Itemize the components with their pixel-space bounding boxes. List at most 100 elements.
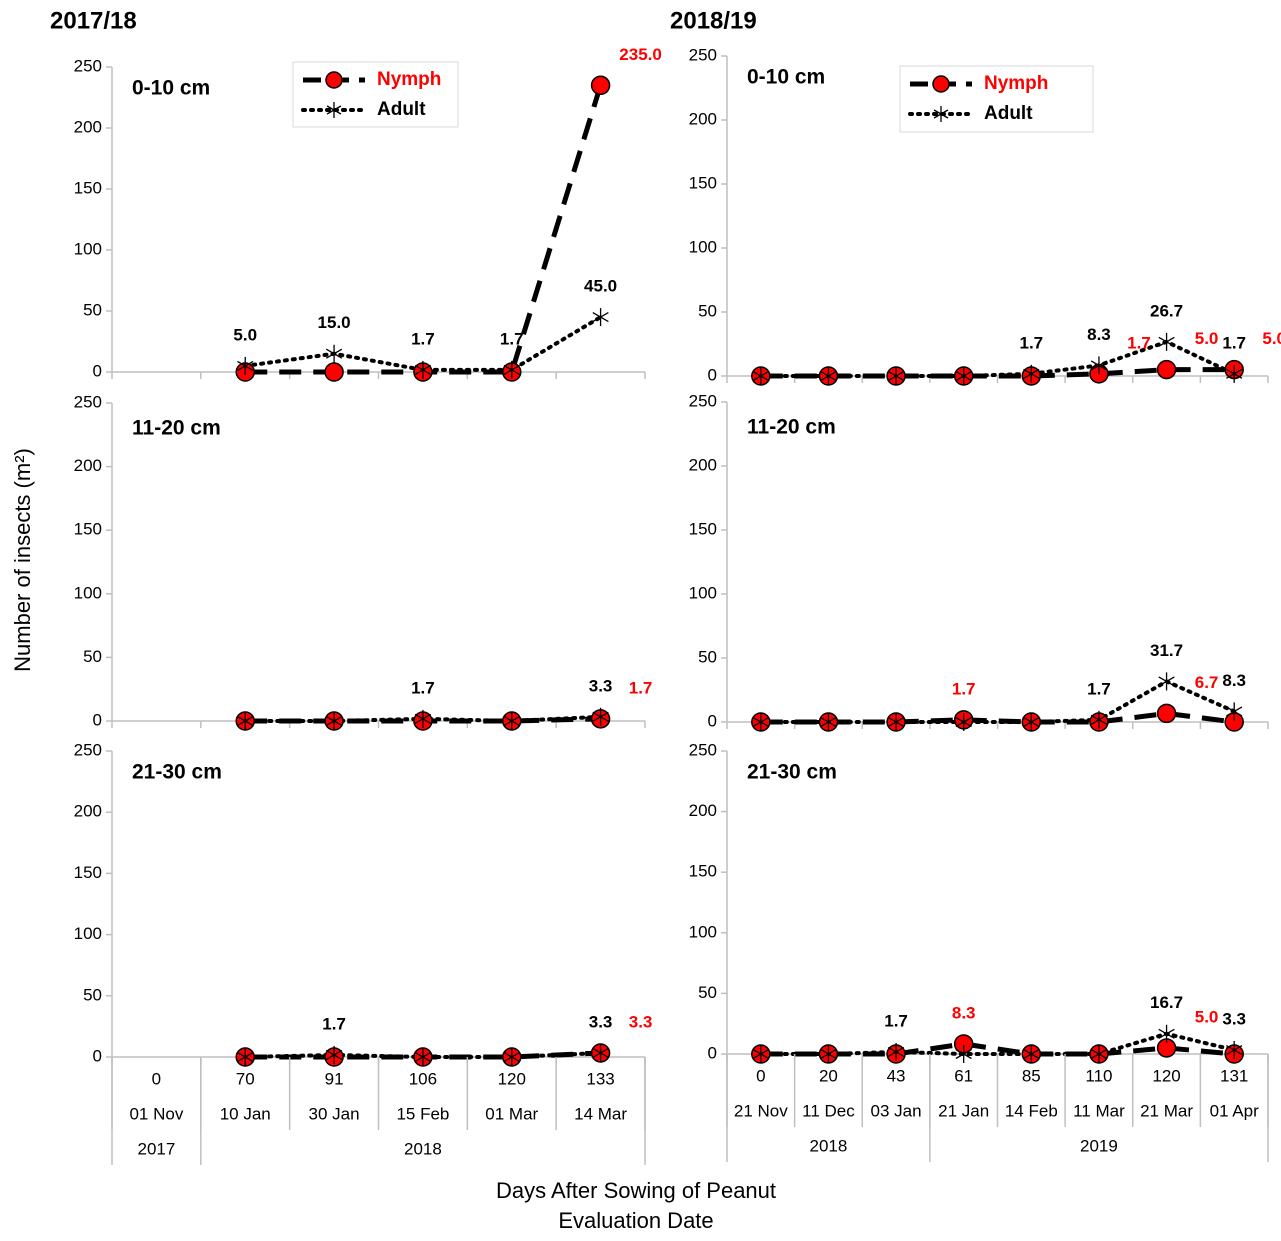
y-tick-label: 200	[689, 455, 717, 474]
y-tick-label: 150	[74, 178, 102, 197]
value-label: 1.7	[1019, 333, 1043, 352]
x-tick-label: 110	[1085, 1066, 1112, 1085]
value-label: 1.7	[411, 329, 435, 348]
legend-label: Adult	[377, 99, 426, 120]
marker	[955, 1045, 972, 1063]
date-label: 03 Jan	[871, 1101, 922, 1120]
value-label: 16.7	[1150, 993, 1183, 1012]
date-label: 21 Nov	[734, 1101, 788, 1120]
marker	[955, 367, 972, 385]
x-tick-label: 61	[954, 1066, 973, 1085]
value-label: 3.3	[629, 1012, 653, 1031]
marker	[1156, 703, 1177, 724]
y-tick-label: 250	[74, 392, 102, 411]
year-label: 2018	[810, 1136, 848, 1155]
marker	[1090, 1045, 1108, 1063]
value-label: 8.3	[1222, 671, 1246, 690]
value-label: 1.7	[1087, 679, 1111, 698]
marker	[325, 344, 343, 363]
value-label: 26.7	[1150, 301, 1183, 320]
value-label: 5.0	[1195, 329, 1219, 348]
marker	[592, 308, 609, 327]
date-label: 15 Feb	[396, 1104, 449, 1123]
marker	[1158, 332, 1175, 351]
value-label: 1.7	[411, 678, 435, 697]
value-label: 5.0	[1195, 1007, 1219, 1026]
year-label: 2018	[404, 1139, 442, 1158]
marker	[592, 707, 609, 726]
marker	[503, 712, 520, 730]
date-label: 30 Jan	[309, 1104, 360, 1123]
panel-title: 21-30 cm	[132, 761, 222, 784]
marker	[1226, 364, 1243, 383]
marker	[503, 1048, 520, 1066]
marker	[752, 1045, 769, 1063]
y-tick-label: 250	[74, 740, 102, 759]
x-tick-label: 133	[586, 1069, 614, 1088]
legend-marker	[326, 102, 342, 118]
y-tick-label: 100	[74, 924, 102, 943]
value-label: 5.0	[233, 325, 257, 344]
legend-marker	[933, 106, 949, 122]
season-title: 2017/18	[50, 7, 137, 34]
y-tick-label: 0	[708, 711, 717, 730]
value-label: 3.3	[589, 1012, 613, 1031]
value-label: 235.0	[619, 45, 662, 64]
marker	[1090, 356, 1108, 375]
marker	[414, 1048, 432, 1066]
date-label: 01 Mar	[485, 1104, 538, 1123]
marker	[955, 713, 972, 731]
y-tick-label: 200	[74, 117, 102, 136]
x-tick-label: 0	[756, 1066, 765, 1085]
date-label: 14 Feb	[1005, 1101, 1058, 1120]
y-tick-label: 250	[689, 391, 717, 410]
marker	[752, 713, 769, 731]
value-label: 1.7	[322, 1014, 346, 1033]
x-tick-label: 20	[819, 1066, 838, 1085]
series-line	[758, 679, 1237, 724]
y-tick-label: 150	[74, 520, 102, 539]
y-tick-label: 200	[689, 109, 717, 128]
season-title: 2018/19	[670, 7, 757, 34]
y-tick-label: 200	[74, 456, 102, 475]
marker	[820, 713, 837, 731]
legend-label: Adult	[984, 103, 1033, 124]
y-tick-label: 150	[689, 862, 717, 881]
legend-box	[899, 65, 1094, 133]
legend-box	[292, 61, 459, 128]
y-axis-label: Number of insects (m²)	[10, 448, 35, 672]
series-line	[758, 339, 1237, 378]
x-axis-label: Evaluation Date	[558, 1208, 713, 1233]
marker	[414, 360, 432, 379]
y-tick-label: 150	[74, 863, 102, 882]
value-label: 6.7	[1195, 673, 1219, 692]
panel-title: 11-20 cm	[132, 417, 221, 440]
x-tick-label: 106	[409, 1069, 437, 1088]
y-tick-label: 250	[74, 56, 102, 75]
y-tick-label: 150	[689, 173, 717, 192]
value-label: 8.3	[952, 1003, 976, 1022]
y-tick-label: 50	[698, 301, 717, 320]
y-tick-label: 100	[74, 583, 102, 602]
x-tick-label: 70	[236, 1069, 255, 1088]
marker	[324, 362, 344, 382]
y-tick-label: 150	[689, 519, 717, 538]
y-tick-label: 250	[689, 740, 717, 759]
value-label: 1.7	[1222, 333, 1246, 352]
value-label: 3.3	[1222, 1009, 1246, 1028]
legend-label: Nymph	[984, 73, 1048, 94]
marker	[1156, 359, 1177, 380]
marker	[503, 360, 520, 379]
legend-marker	[325, 71, 343, 89]
date-label: 01 Nov	[129, 1104, 183, 1123]
x-axis-label: Days After Sowing of Peanut	[496, 1178, 776, 1203]
value-label: 1.7	[952, 679, 976, 698]
value-label: 1.7	[1127, 333, 1151, 352]
panel-title: 0-10 cm	[747, 66, 825, 89]
date-label: 11 Mar	[1073, 1101, 1125, 1120]
marker	[1158, 1024, 1175, 1043]
x-tick-label: 131	[1220, 1066, 1248, 1085]
legend-label: Nymph	[377, 69, 441, 90]
y-tick-label: 0	[93, 710, 102, 729]
